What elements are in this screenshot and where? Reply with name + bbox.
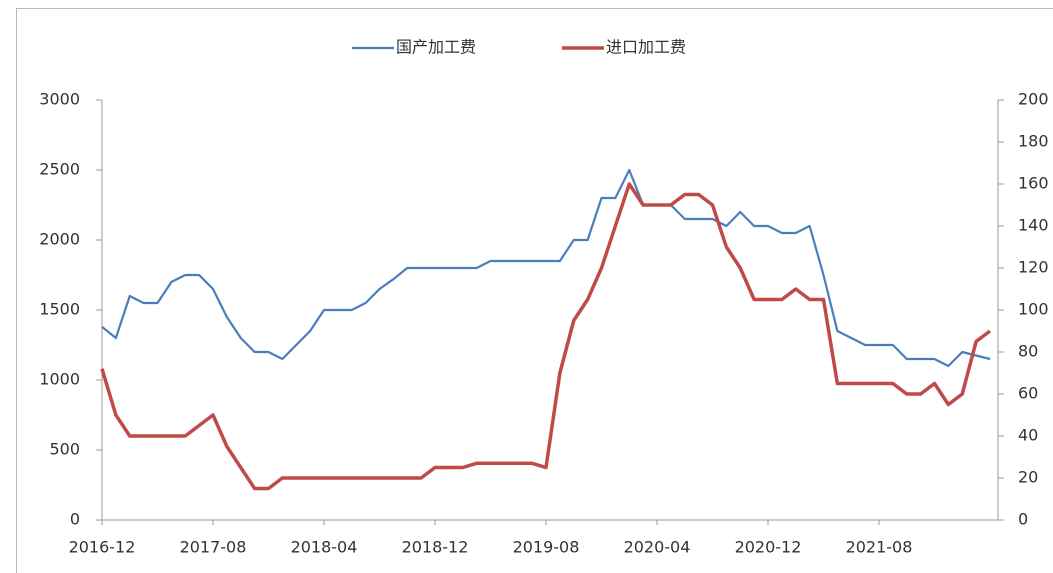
y2-tick-label: 40 <box>1018 426 1038 445</box>
series-line <box>100 182 992 491</box>
y2-tick-label: 200 <box>1018 90 1049 109</box>
y-tick-label: 1500 <box>39 300 80 319</box>
legend-label: 进口加工费 <box>606 38 686 57</box>
y-tick-label: 3000 <box>39 90 80 109</box>
y-tick-label: 0 <box>70 510 80 529</box>
x-tick-label: 2020-12 <box>735 538 802 557</box>
legend-label: 国产加工费 <box>396 38 476 57</box>
y2-tick-label: 80 <box>1018 342 1038 361</box>
y2-tick-label: 0 <box>1018 510 1028 529</box>
y2-tick-label: 140 <box>1018 216 1049 235</box>
x-tick-label: 2018-04 <box>291 538 358 557</box>
series-line <box>101 168 991 368</box>
y-tick-label: 1000 <box>39 370 80 389</box>
y2-tick-label: 160 <box>1018 174 1049 193</box>
x-tick-label: 2016-12 <box>69 538 136 557</box>
y2-tick-label: 180 <box>1018 132 1049 151</box>
y-tick-label: 2500 <box>39 160 80 179</box>
x-tick-label: 2019-08 <box>513 538 580 557</box>
x-tick-label: 2021-08 <box>846 538 913 557</box>
y2-tick-label: 120 <box>1018 258 1049 277</box>
chart-frame <box>16 8 1053 573</box>
x-tick-label: 2018-12 <box>402 538 469 557</box>
x-tick-label: 2017-08 <box>180 538 247 557</box>
x-tick-label: 2020-04 <box>624 538 691 557</box>
y2-tick-label: 100 <box>1018 300 1049 319</box>
y-tick-label: 500 <box>49 440 80 459</box>
y2-tick-label: 60 <box>1018 384 1038 403</box>
y-tick-label: 2000 <box>39 230 80 249</box>
y2-tick-label: 20 <box>1018 468 1038 487</box>
